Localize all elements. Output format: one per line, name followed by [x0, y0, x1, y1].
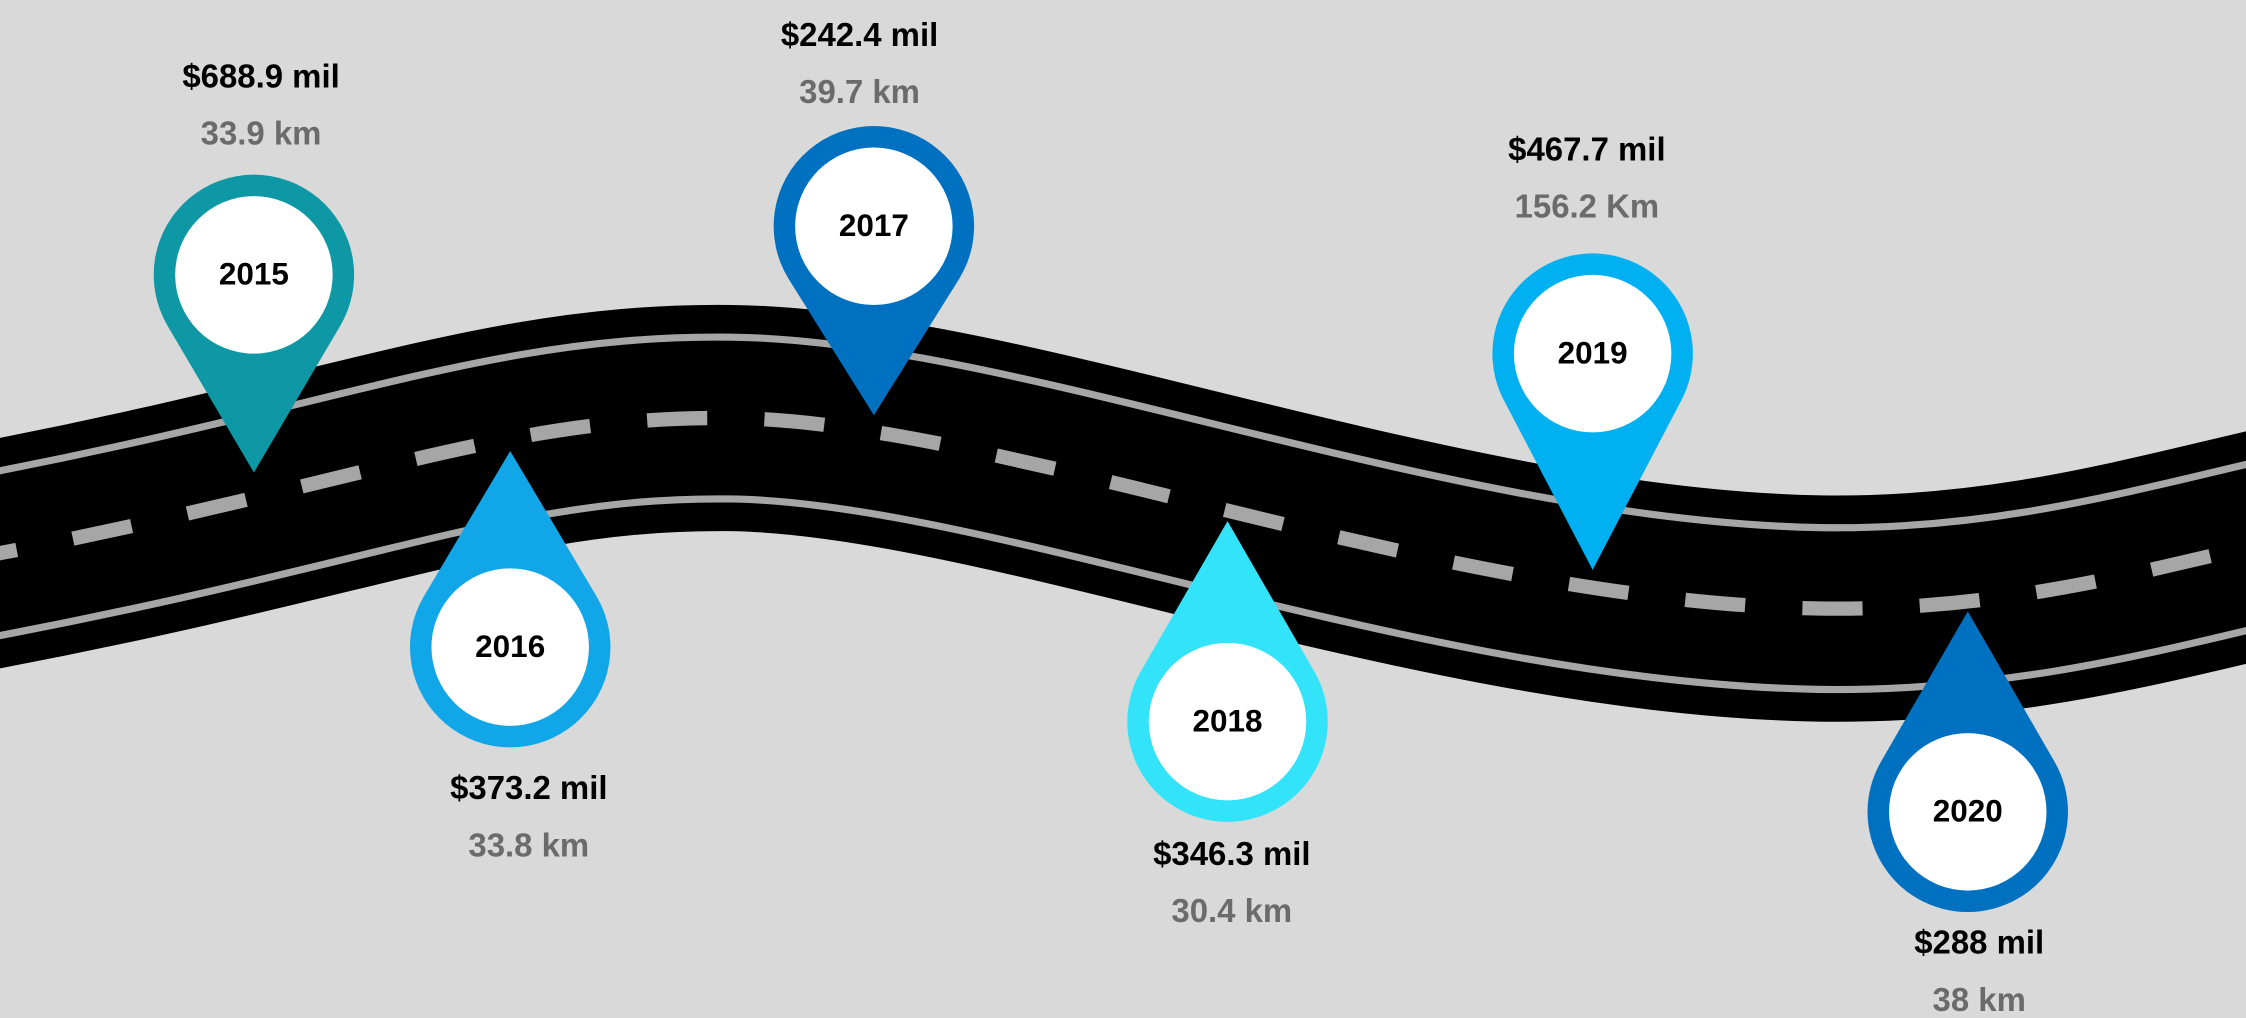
amount: $346.3 mil: [1153, 835, 1310, 872]
amount: $288 mil: [1914, 924, 2044, 961]
amount: $373.2 mil: [450, 769, 607, 806]
road-center-dashes: [0, 410, 2246, 616]
road: [0, 304, 2246, 722]
year: 2019: [1558, 334, 1628, 370]
milestone: 2017 $242.4 mil 39.7 km: [773, 16, 975, 416]
amount: $242.4 mil: [781, 16, 938, 53]
milestone: 2015 $688.9 mil 33.9 km: [153, 57, 355, 473]
year: 2018: [1192, 702, 1262, 738]
distance: 39.7 km: [799, 73, 920, 110]
year: 2017: [839, 207, 909, 243]
distance: 156.2 Km: [1515, 188, 1660, 225]
year: 2016: [475, 628, 545, 664]
distance: 33.9 km: [201, 115, 322, 152]
pin-inner: [1889, 733, 2047, 891]
year: 2020: [1933, 793, 2003, 829]
milestone: 2020 $288 mil 38 km: [1867, 611, 2068, 1018]
milestone: 2016 $373.2 mil 33.8 km: [409, 451, 611, 863]
milestone: 2018 $346.3 mil 30.4 km: [1127, 521, 1328, 929]
amount: $688.9 mil: [182, 57, 339, 94]
amount: $467.7 mil: [1508, 130, 1665, 167]
pin-inner: [795, 147, 953, 305]
pin-inner: [1148, 642, 1307, 801]
pin-inner: [175, 196, 333, 354]
distance: 38 km: [1933, 981, 2026, 1018]
distance: 33.8 km: [468, 826, 589, 863]
distance: 30.4 km: [1171, 892, 1292, 929]
milestones: 2015 $688.9 mil 33.9 km 2016 $373.2 mil 33.8 …: [153, 16, 2068, 1018]
pin-inner: [431, 568, 589, 726]
milestone: 2019 $467.7 mil 156.2 Km: [1492, 130, 1693, 570]
pin-inner: [1513, 274, 1672, 433]
year: 2015: [219, 256, 289, 292]
